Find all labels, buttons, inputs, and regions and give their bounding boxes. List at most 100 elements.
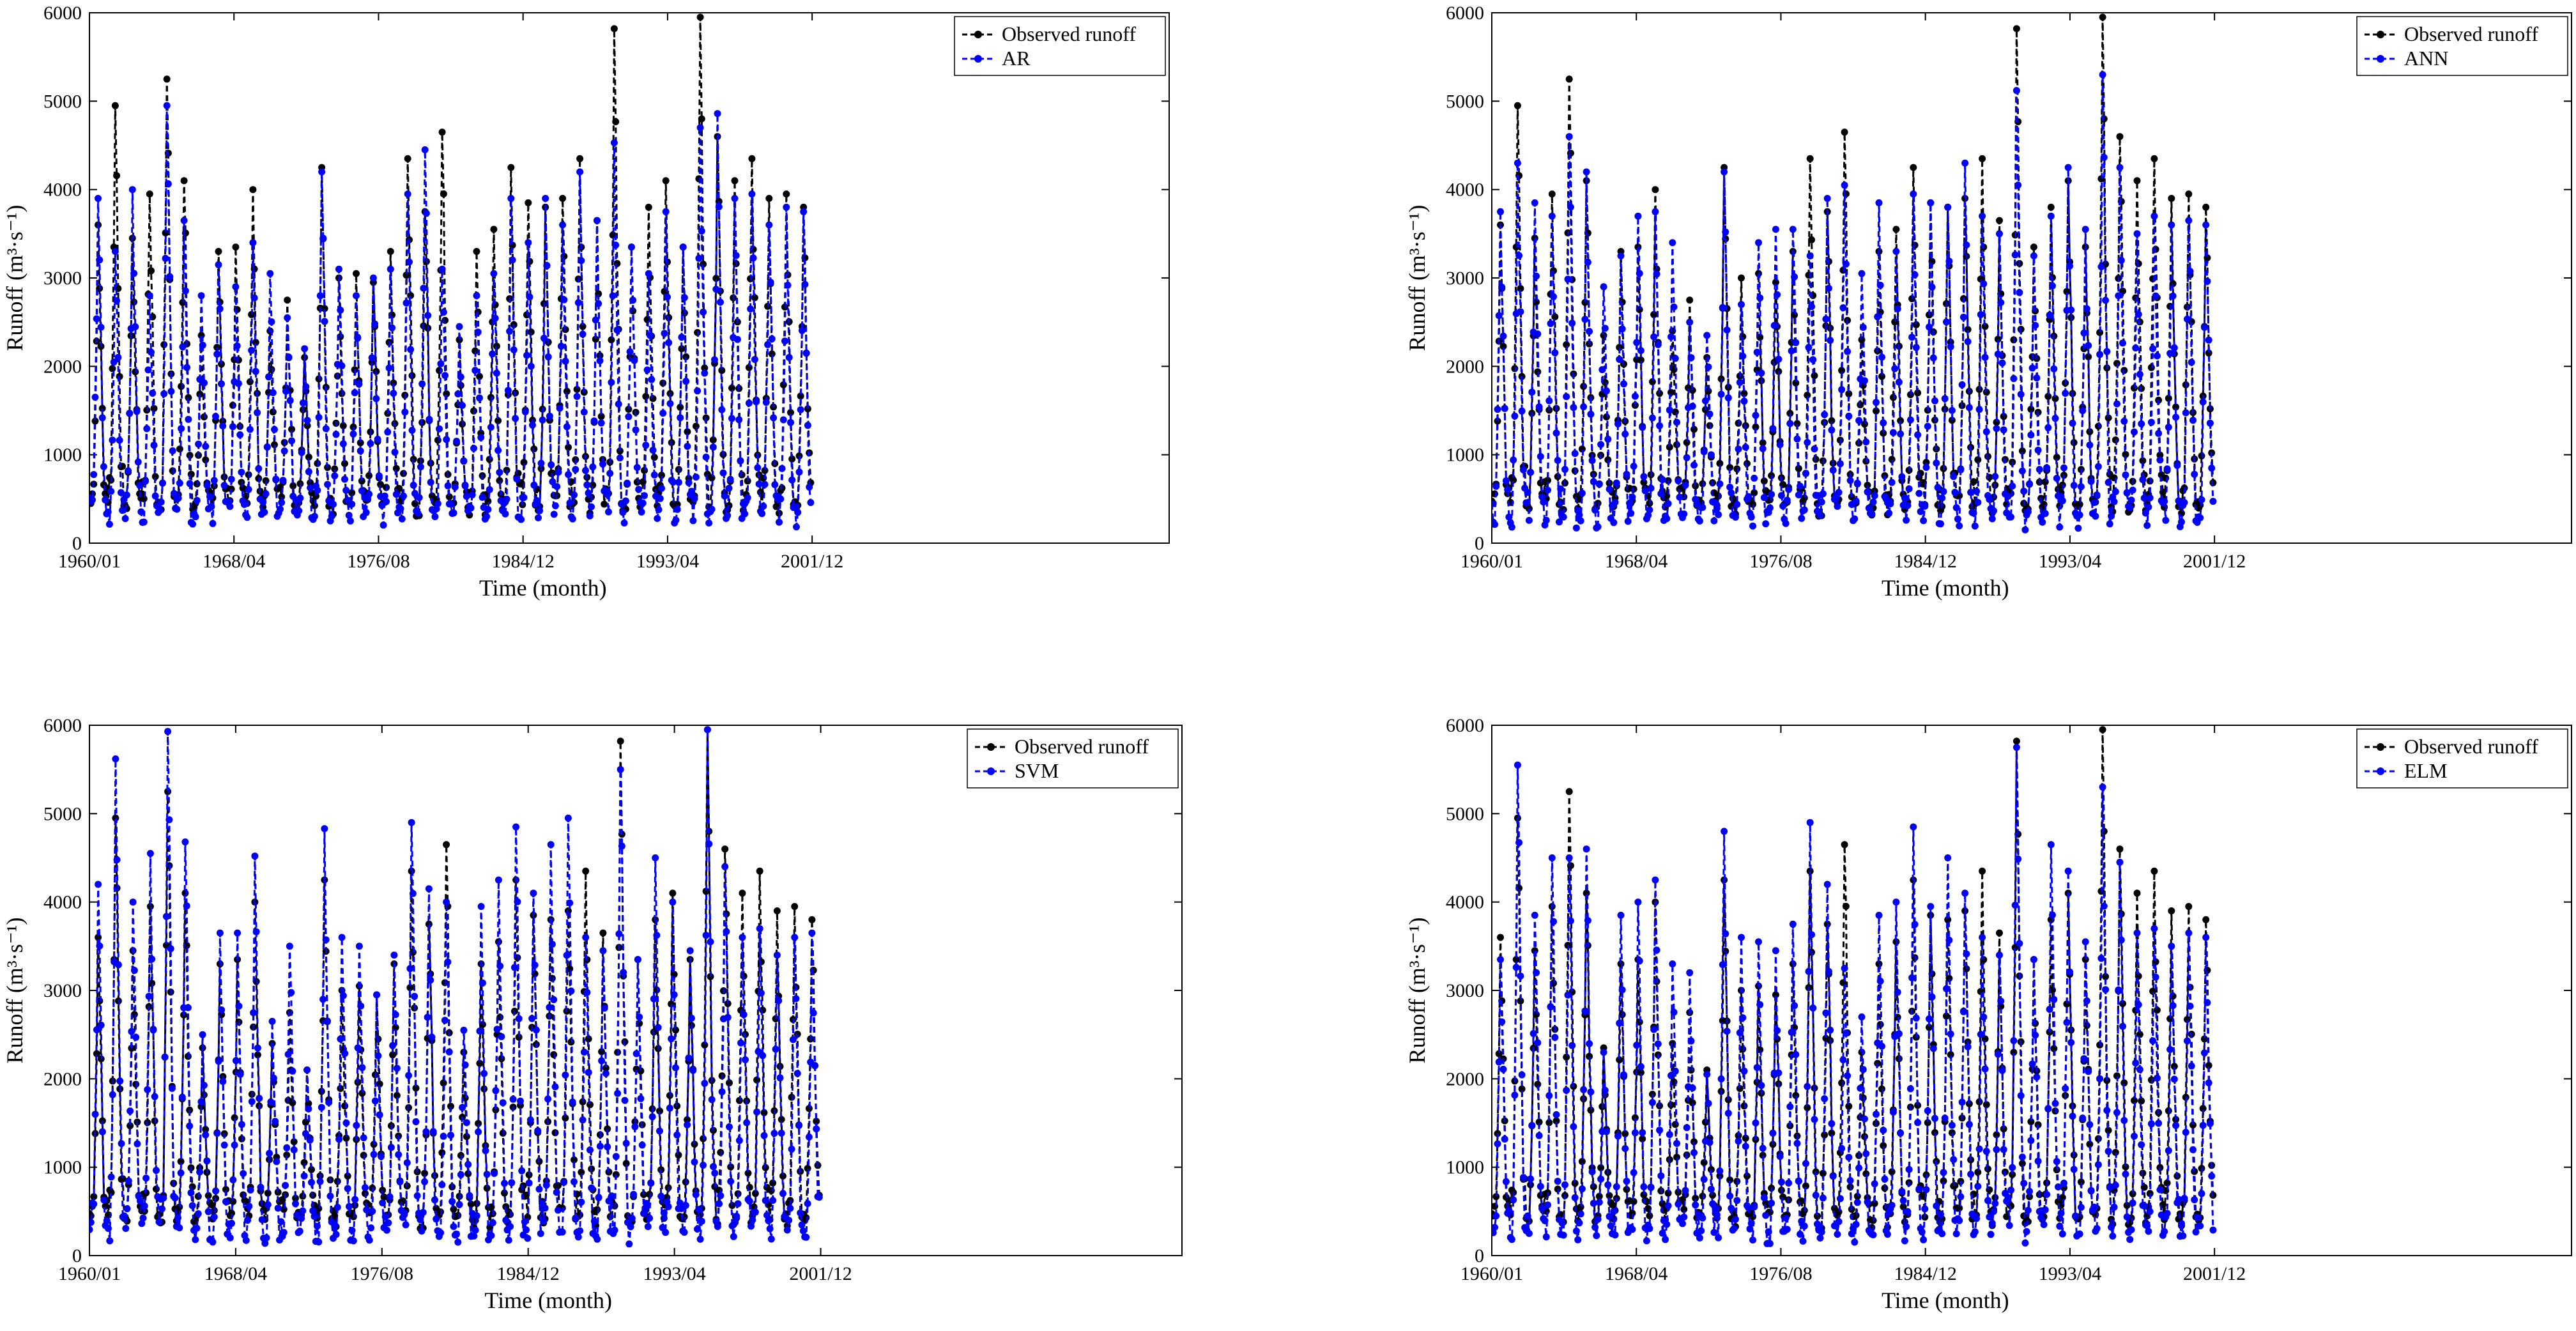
model-series-svm-point	[788, 1145, 795, 1153]
model-series-svm-point	[797, 1209, 804, 1217]
model-series-ar-point	[137, 508, 145, 516]
model-series-svm-point	[710, 1163, 717, 1171]
y-tick-label: 5000	[1446, 803, 1484, 824]
model-series-elm-point	[1861, 1115, 1868, 1123]
model-series-elm-point	[2155, 1119, 2163, 1127]
model-series-elm-point	[1614, 1132, 1621, 1140]
model-series-ar-point	[513, 475, 521, 482]
observed-series-point	[677, 403, 684, 411]
model-series-ann-point	[1792, 339, 1800, 346]
model-series-ar-point	[648, 376, 656, 383]
model-series-ar-point	[431, 513, 439, 521]
observed-series-point	[769, 1179, 777, 1187]
model-series-ann-point	[1888, 479, 1896, 486]
model-series-ann-point	[2113, 400, 2120, 408]
observed-series-point	[476, 1059, 484, 1067]
model-series-svm-point	[737, 1039, 745, 1047]
model-series-ar-point	[559, 221, 567, 229]
model-series-ar-point	[234, 380, 242, 387]
model-series-ar-point	[603, 491, 611, 498]
model-series-ar-point	[104, 508, 112, 516]
model-series-ann-point	[1682, 481, 1689, 489]
model-series-ar-point	[540, 334, 548, 342]
model-series-ann-point	[1567, 203, 1574, 211]
model-series-ann-point	[1904, 502, 1912, 509]
observed-series-point	[341, 460, 348, 467]
observed-series-point	[1510, 476, 1517, 484]
model-series-elm-point	[1541, 1217, 1549, 1224]
model-series-elm-point	[2168, 942, 2175, 950]
observed-series-point	[527, 328, 535, 336]
model-series-elm-point	[1601, 1086, 1609, 1094]
model-series-svm-point	[389, 1042, 397, 1049]
model-series-svm-point	[512, 823, 520, 831]
model-series-svm-point	[348, 1227, 356, 1234]
model-series-svm-point	[802, 1233, 810, 1241]
model-series-ann-point	[1554, 457, 1561, 464]
model-series-ar-point	[178, 425, 185, 433]
model-series-elm-point	[1941, 1114, 1949, 1122]
model-series-ann-point	[1938, 494, 1946, 502]
model-series-ann-point	[2162, 516, 2170, 524]
model-series-elm-point	[1799, 1237, 1807, 1245]
model-series-ann-point	[1751, 474, 1758, 482]
model-series-elm-point	[1510, 1196, 1517, 1204]
model-series-elm-point	[1492, 1212, 1500, 1220]
model-series-ar-point	[136, 482, 144, 489]
model-series-ann-point	[1657, 490, 1665, 498]
model-series-svm-point	[144, 1086, 151, 1093]
model-series-ar-point	[486, 486, 493, 493]
model-series-svm-point	[355, 942, 363, 950]
model-series-svm-point	[123, 1205, 131, 1213]
model-series-ar-point	[728, 415, 735, 422]
model-series-ann-point	[1722, 228, 1729, 236]
observed-series-point	[215, 248, 222, 255]
model-series-ann-point	[2051, 415, 2059, 422]
model-series-elm-point	[1823, 881, 1831, 888]
x-axis-label: Time (month)	[1882, 1288, 2009, 1313]
model-series-ar-point	[470, 445, 477, 452]
model-series-ar-point	[702, 453, 710, 461]
observed-series-point	[622, 1160, 630, 1167]
observed-series-point	[1804, 1104, 1811, 1111]
x-tick-label: 1993/04	[636, 551, 699, 572]
model-series-svm-point	[482, 1147, 489, 1155]
model-series-elm-point	[1818, 1228, 1825, 1236]
model-series-svm-point	[813, 1125, 820, 1133]
model-series-elm-point	[1673, 1140, 1680, 1147]
model-series-svm-point	[362, 1184, 369, 1192]
model-series-elm-point	[1594, 1215, 1602, 1223]
model-series-svm-point	[270, 1074, 277, 1082]
model-series-svm-point	[200, 1082, 208, 1089]
model-series-svm-point	[528, 1015, 536, 1022]
model-series-ar-point	[493, 369, 500, 377]
model-series-elm-point	[1792, 1050, 1800, 1058]
y-tick-label: 0	[1475, 1245, 1484, 1266]
model-series-svm-point	[627, 1223, 634, 1231]
observed-series-point	[1914, 389, 1922, 397]
model-series-ar-point	[643, 366, 651, 374]
model-series-ann-point	[2161, 498, 2168, 505]
model-series-elm-point	[1842, 1029, 1850, 1037]
model-series-elm-point	[2037, 1213, 2045, 1221]
model-series-ann-point	[1922, 464, 1930, 471]
model-series-svm-point	[289, 1067, 296, 1075]
model-series-svm-point	[113, 856, 121, 863]
model-series-ann-point	[2026, 480, 2034, 488]
observed-series-point	[1806, 155, 1814, 162]
observed-series-point	[436, 367, 443, 374]
observed-series-point	[656, 1107, 663, 1115]
model-series-ann-point	[1836, 460, 1844, 468]
model-series-svm-point	[440, 1132, 447, 1140]
observed-series-point	[389, 1051, 397, 1059]
model-series-ann-point	[1769, 425, 1777, 433]
model-series-ann-point	[1967, 489, 1975, 496]
model-series-elm-point	[1581, 1007, 1589, 1015]
model-series-ann-point	[2047, 212, 2055, 220]
model-series-svm-point	[601, 1004, 608, 1012]
model-series-ann-point	[1862, 438, 1870, 446]
model-series-svm-point	[759, 1052, 767, 1059]
model-series-svm-point	[242, 1236, 250, 1244]
model-series-ar-point	[761, 481, 769, 488]
